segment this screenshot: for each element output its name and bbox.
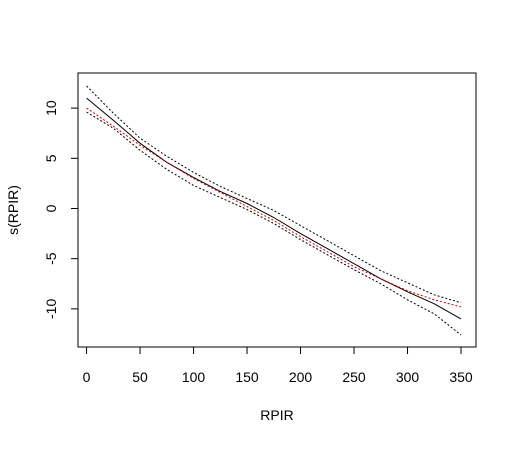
x-tick-label: 0 <box>83 369 91 385</box>
y-tick-label: -5 <box>43 252 59 265</box>
x-tick-label: 100 <box>182 369 206 385</box>
series-line-0 <box>86 97 462 320</box>
series-layer <box>86 85 462 336</box>
x-tick-label: 150 <box>235 369 259 385</box>
series-line-3 <box>86 107 462 308</box>
x-tick-label: 350 <box>449 369 473 385</box>
series-line-2 <box>86 111 462 336</box>
x-tick-label: 50 <box>132 369 148 385</box>
y-tick-label: 5 <box>43 154 59 162</box>
x-axis-label: RPIR <box>260 407 293 423</box>
x-tick-label: 300 <box>396 369 420 385</box>
plot-frame <box>77 72 477 348</box>
x-tick-label: 200 <box>289 369 313 385</box>
y-tick-label: 0 <box>43 204 59 212</box>
x-tick-label: 250 <box>342 369 366 385</box>
y-tick-label: -10 <box>43 299 59 319</box>
y-axis-label: s(RPIR) <box>5 185 21 235</box>
y-tick-label: 10 <box>43 100 59 116</box>
series-line-1 <box>86 85 462 304</box>
x-axis: 0 50 100 150 200 250 300 350 <box>83 346 473 385</box>
y-axis: -10 -5 0 5 10 <box>43 100 79 319</box>
